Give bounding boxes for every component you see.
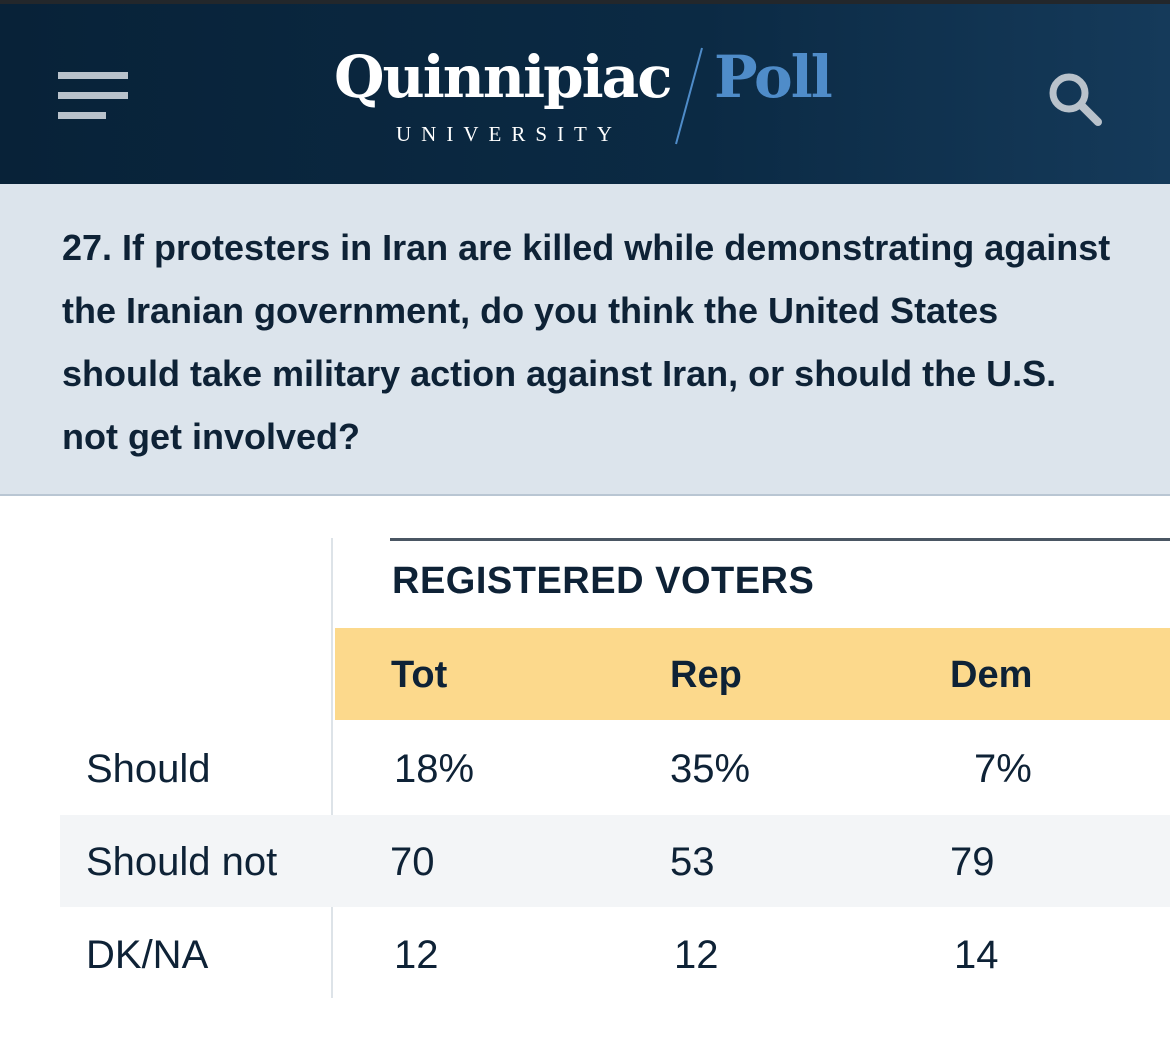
column-header-rep: Rep [670, 654, 742, 696]
site-header: Quinnipiac UNIVERSITY Poll [0, 4, 1170, 184]
table-row-should: Should 18% 35% 7% [0, 722, 1170, 814]
question-text: 27. If protesters in Iran are killed whi… [62, 227, 1111, 457]
cell-rep: 35% [670, 747, 751, 791]
logo-poll-wordmark: Poll [714, 43, 833, 111]
column-header-dem: Dem [950, 654, 1033, 696]
cell-dem: 79 [950, 840, 995, 884]
search-icon[interactable] [1046, 70, 1104, 128]
table-row-dk-na: DK/NA 12 12 14 [0, 908, 1170, 1000]
table-row-should-not: Should not 70 53 79 [60, 815, 1170, 907]
column-header-tot: Tot [391, 654, 448, 696]
menu-bar [58, 72, 128, 79]
menu-bar [58, 112, 106, 119]
cell-tot: 12 [394, 933, 439, 977]
logo-quinnipiac-wordmark: Quinnipiac [334, 43, 673, 111]
menu-bar [58, 92, 128, 99]
logo-university-label: UNIVERSITY [396, 122, 622, 146]
cell-rep: 53 [670, 840, 715, 884]
group-label-registered-voters: REGISTERED VOTERS [392, 560, 815, 602]
question-band: 27. If protesters in Iran are killed whi… [0, 184, 1170, 496]
top-edge-line [0, 0, 1170, 4]
row-label: DK/NA [86, 933, 209, 977]
cell-rep: 12 [674, 933, 719, 977]
quinnipiac-poll-logo[interactable]: Quinnipiac UNIVERSITY Poll [334, 40, 854, 150]
row-label: Should [86, 747, 211, 791]
cell-tot: 70 [390, 840, 435, 884]
row-label: Should not [86, 840, 278, 884]
group-header-rule [390, 538, 1170, 541]
logo-slash-divider [675, 47, 703, 145]
cell-dem: 14 [954, 933, 999, 977]
column-header-row: Tot Rep Dem [335, 628, 1170, 720]
hamburger-menu-icon[interactable] [58, 72, 128, 124]
cell-tot: 18% [394, 747, 475, 791]
cell-dem: 7% [974, 747, 1032, 791]
table-column-divider [331, 538, 333, 998]
